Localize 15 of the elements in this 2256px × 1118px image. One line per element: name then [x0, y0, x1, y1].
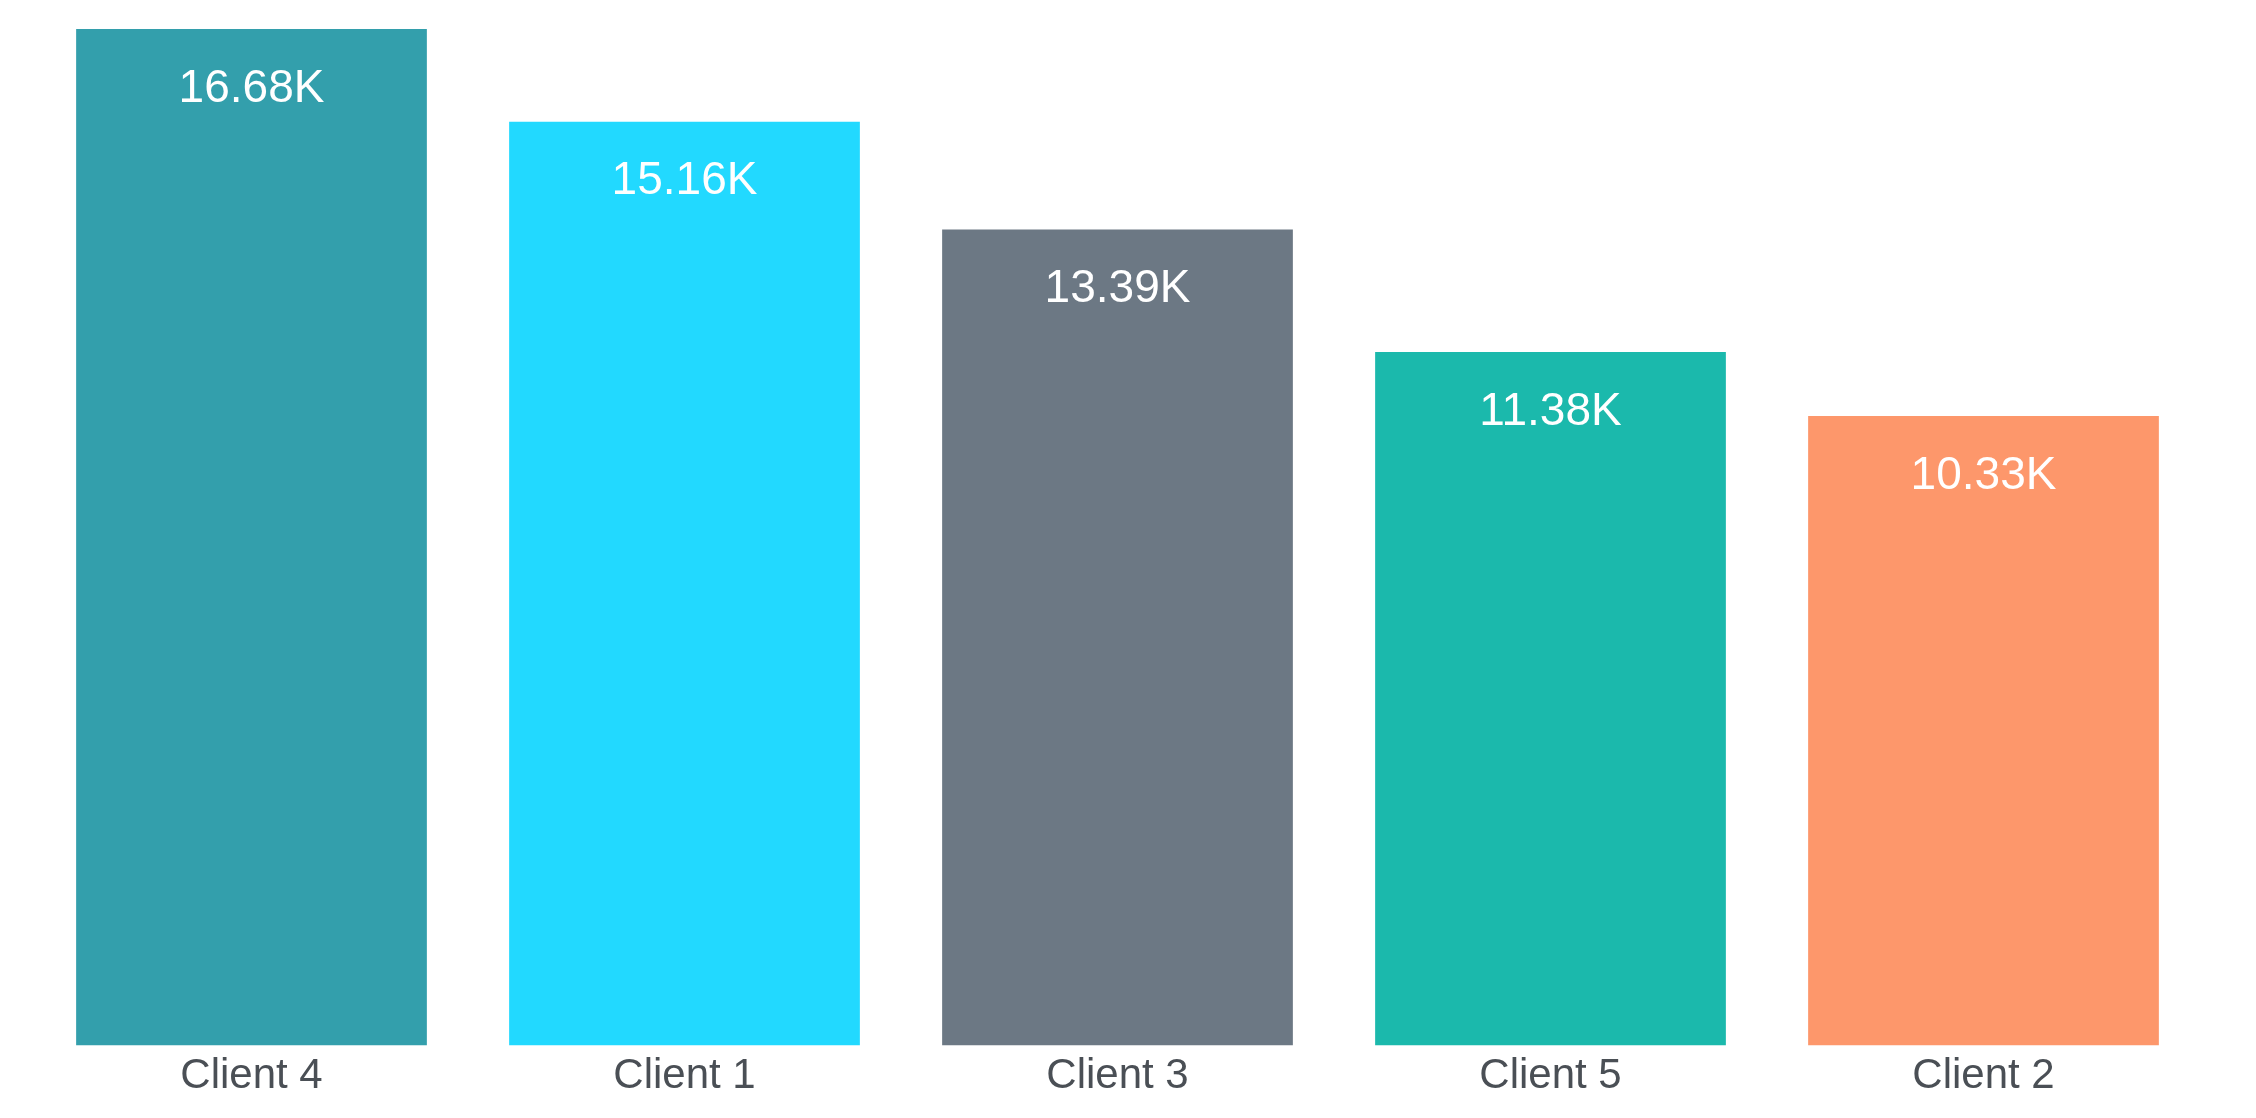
data-label: 15.16K	[611, 152, 758, 205]
bar	[509, 121, 860, 1046]
x-tick-label: Client 3	[1046, 1050, 1189, 1098]
x-tick-label: Client 5	[1479, 1050, 1622, 1098]
bar	[1375, 352, 1726, 1046]
x-tick-label: Client 4	[180, 1050, 323, 1098]
x-tick-label: Client 1	[613, 1050, 756, 1098]
data-label: 16.68K	[178, 59, 325, 112]
x-tick-label: Client 2	[1912, 1050, 2055, 1098]
data-label: 13.39K	[1044, 260, 1191, 313]
data-label: 11.38K	[1479, 382, 1622, 435]
data-label: 10.33K	[1910, 446, 2057, 499]
bar	[1808, 416, 2159, 1046]
bar	[942, 229, 1293, 1046]
bar	[76, 29, 427, 1046]
